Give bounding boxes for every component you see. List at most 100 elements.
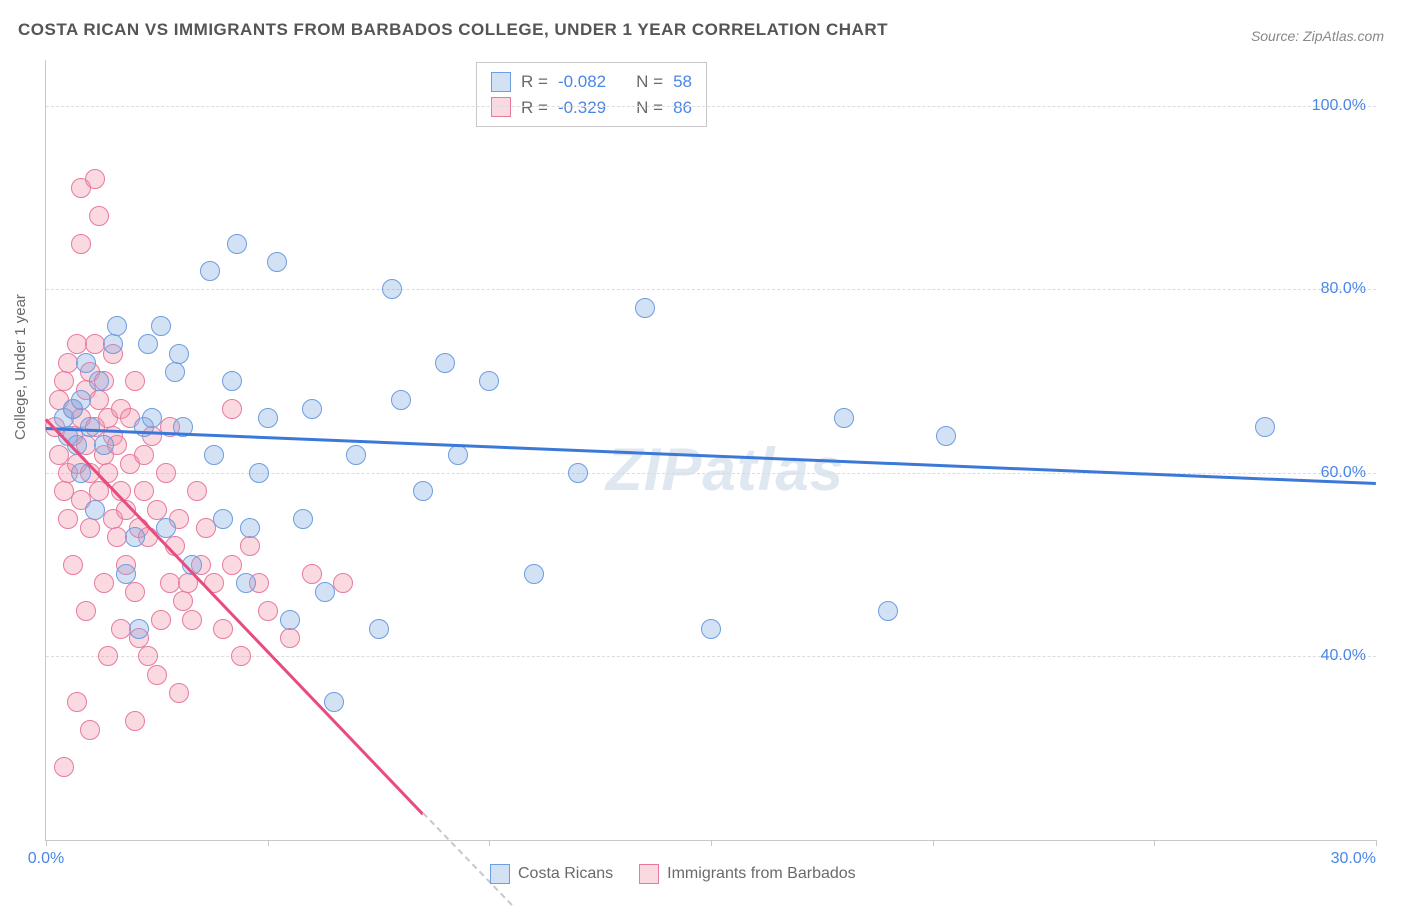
scatter-point	[89, 206, 109, 226]
scatter-point	[834, 408, 854, 428]
scatter-point	[413, 481, 433, 501]
scatter-point	[236, 573, 256, 593]
scatter-point	[240, 536, 260, 556]
scatter-point	[80, 417, 100, 437]
scatter-point	[71, 234, 91, 254]
scatter-point	[63, 555, 83, 575]
scatter-point	[187, 481, 207, 501]
scatter-point	[89, 371, 109, 391]
scatter-point	[222, 399, 242, 419]
scatter-point	[94, 435, 114, 455]
scatter-point	[138, 646, 158, 666]
scatter-point	[222, 371, 242, 391]
source-attribution: Source: ZipAtlas.com	[1251, 28, 1384, 44]
x-tick-label: 0.0%	[28, 850, 64, 868]
stat-r-value-1: -0.082	[558, 69, 606, 95]
legend-swatch-pink-icon	[639, 864, 659, 884]
scatter-point	[701, 619, 721, 639]
correlation-legend: R = -0.082 N = 58 R = -0.329 N = 86	[476, 62, 707, 127]
scatter-point	[479, 371, 499, 391]
y-axis-label: College, Under 1 year	[12, 294, 29, 440]
scatter-point	[156, 463, 176, 483]
stat-n-label: N =	[636, 69, 663, 95]
series-legend: Costa Ricans Immigrants from Barbados	[490, 864, 856, 884]
scatter-point	[213, 509, 233, 529]
scatter-point	[324, 692, 344, 712]
scatter-point	[107, 316, 127, 336]
scatter-point	[125, 582, 145, 602]
scatter-point	[169, 683, 189, 703]
scatter-point	[98, 463, 118, 483]
scatter-point	[182, 610, 202, 630]
trend-line	[45, 418, 424, 814]
scatter-point	[165, 362, 185, 382]
scatter-point	[448, 445, 468, 465]
stat-n-value-2: 86	[673, 95, 692, 121]
gridline	[46, 106, 1376, 107]
scatter-point	[369, 619, 389, 639]
scatter-point	[173, 591, 193, 611]
scatter-point	[231, 646, 251, 666]
scatter-point	[76, 353, 96, 373]
scatter-point	[67, 692, 87, 712]
swatch-blue-icon	[491, 72, 511, 92]
scatter-point	[98, 646, 118, 666]
stat-r-label-2: R =	[521, 95, 548, 121]
scatter-point	[346, 445, 366, 465]
y-tick-label: 80.0%	[1321, 280, 1366, 298]
scatter-point	[147, 500, 167, 520]
legend-item-1: Costa Ricans	[490, 864, 613, 884]
scatter-point	[524, 564, 544, 584]
scatter-point	[85, 169, 105, 189]
scatter-point	[267, 252, 287, 272]
y-tick-label: 40.0%	[1321, 647, 1366, 665]
x-tick	[1376, 840, 1377, 846]
scatter-point	[302, 564, 322, 584]
scatter-point	[258, 408, 278, 428]
swatch-pink-icon	[491, 97, 511, 117]
scatter-point	[568, 463, 588, 483]
scatter-point	[227, 234, 247, 254]
scatter-point	[302, 399, 322, 419]
scatter-point	[134, 445, 154, 465]
chart-plot-area: ZIPatlas R = -0.082 N = 58 R = -0.329 N …	[45, 60, 1376, 841]
scatter-point	[258, 601, 278, 621]
scatter-point	[85, 500, 105, 520]
stat-r-label: R =	[521, 69, 548, 95]
watermark-text: ZIPatlas	[606, 435, 844, 504]
scatter-point	[138, 334, 158, 354]
scatter-point	[103, 334, 123, 354]
scatter-point	[333, 573, 353, 593]
x-tick	[268, 840, 269, 846]
scatter-point	[936, 426, 956, 446]
scatter-point	[125, 371, 145, 391]
scatter-point	[125, 711, 145, 731]
scatter-point	[54, 371, 74, 391]
scatter-point	[129, 619, 149, 639]
gridline	[46, 289, 1376, 290]
scatter-point	[382, 279, 402, 299]
stat-n-label-2: N =	[636, 95, 663, 121]
scatter-point	[280, 610, 300, 630]
scatter-point	[204, 445, 224, 465]
source-link[interactable]: ZipAtlas.com	[1303, 28, 1384, 44]
scatter-point	[76, 601, 96, 621]
legend-label-1: Costa Ricans	[518, 865, 613, 883]
x-tick	[933, 840, 934, 846]
scatter-point	[315, 582, 335, 602]
scatter-point	[213, 619, 233, 639]
scatter-point	[80, 518, 100, 538]
scatter-point	[280, 628, 300, 648]
scatter-point	[80, 720, 100, 740]
scatter-point	[116, 564, 136, 584]
scatter-point	[125, 527, 145, 547]
scatter-point	[293, 509, 313, 529]
stat-r-value-2: -0.329	[558, 95, 606, 121]
correlation-row-1: R = -0.082 N = 58	[491, 69, 692, 95]
x-tick	[46, 840, 47, 846]
scatter-point	[58, 509, 78, 529]
scatter-point	[169, 344, 189, 364]
scatter-point	[54, 757, 74, 777]
legend-label-2: Immigrants from Barbados	[667, 865, 856, 883]
scatter-point	[878, 601, 898, 621]
